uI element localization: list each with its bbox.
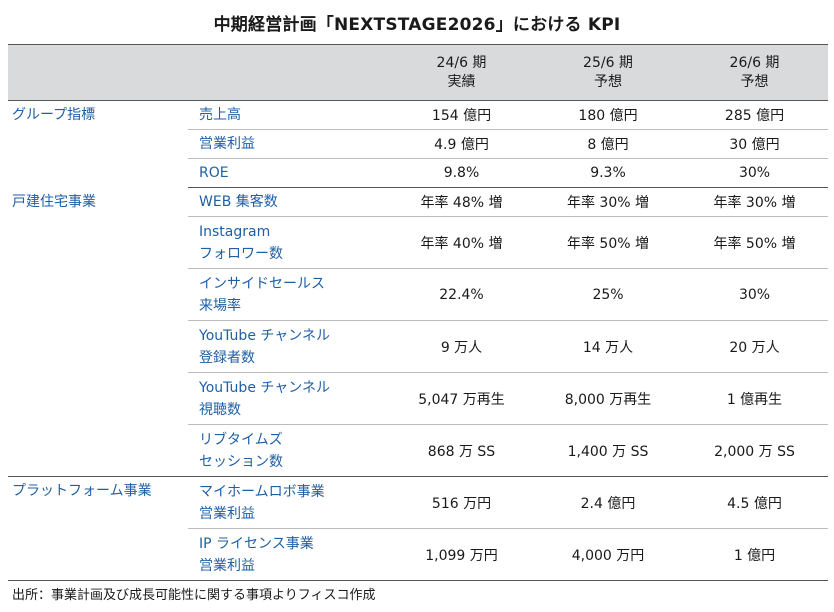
value-cell: 20 万人 [681, 320, 828, 373]
table-row: インサイドセールス 来場率 22.4% 25% 30% [8, 268, 828, 321]
value-cell: 4.5 億円 [681, 476, 828, 529]
table-row: プラットフォーム事業 マイホームロボ事業 営業利益 516 万円 2.4 億円 4… [8, 476, 828, 581]
table-row: Instagram フォロワー数 年率 40% 増 年率 50% 増 年率 50%… [8, 216, 828, 269]
value-cell: 9 万人 [388, 320, 535, 373]
header-status: 実績 [447, 73, 476, 90]
value-cell: 8 億円 [535, 129, 681, 159]
source-note: 出所：事業計画及び成長可能性に関する事項よりフィスコ作成 [12, 588, 376, 603]
header-period: 24/6 期 [436, 54, 487, 71]
header-status: 予想 [594, 73, 622, 90]
header-blank-cell [8, 45, 188, 101]
kpi-table: 24/6 期実績 25/6 期予想 26/6 期予想 グループ指標 売上高 15… [8, 44, 828, 581]
table-row: YouTube チャンネル 視聴数 5,047 万再生 8,000 万再生 1 億… [8, 372, 828, 425]
table-row: YouTube チャンネル 登録者数 9 万人 14 万人 20 万人 [8, 320, 828, 373]
value-cell: 1,099 万円 [388, 528, 535, 581]
value-cell: 868 万 SS [388, 424, 535, 477]
value-cell: 25% [535, 268, 681, 321]
value-cell: 2,000 万 SS [681, 424, 828, 477]
value-cell: 30 億円 [681, 129, 828, 159]
metric-label: 売上高 [188, 100, 388, 130]
header-col-2024: 24/6 期実績 [388, 45, 535, 101]
value-cell: 1 億円 [681, 528, 828, 581]
header-col-2025: 25/6 期予想 [535, 45, 681, 101]
value-cell: 9.8% [388, 158, 535, 188]
value-cell: 9.3% [535, 158, 681, 188]
value-cell: 180 億円 [535, 100, 681, 130]
header-blank-cell [188, 45, 388, 101]
value-cell: 516 万円 [388, 476, 535, 529]
value-cell: 年率 30% 増 [681, 187, 828, 217]
header-status: 予想 [740, 73, 769, 90]
metric-label: 営業利益 [188, 129, 388, 159]
page-title: 中期経営計画「NEXTSTAGE2026」における KPI [213, 15, 621, 35]
value-cell: 5,047 万再生 [388, 372, 535, 425]
metric-label: リブタイムズ セッション数 [188, 424, 388, 477]
table-row: 営業利益 4.9 億円 8 億円 30 億円 [8, 129, 828, 159]
table-row: ROE 9.8% 9.3% 30% [8, 158, 828, 188]
value-cell: 年率 40% 増 [388, 216, 535, 269]
metric-label: マイホームロボ事業 営業利益 [188, 476, 388, 529]
header-row: 24/6 期実績 25/6 期予想 26/6 期予想 [8, 44, 828, 101]
value-cell: 154 億円 [388, 100, 535, 130]
value-cell: 年率 48% 増 [388, 187, 535, 217]
value-cell: 年率 30% 増 [535, 187, 681, 217]
table-row: リブタイムズ セッション数 868 万 SS 1,400 万 SS 2,000 万… [8, 424, 828, 477]
value-cell: 2.4 億円 [535, 476, 681, 529]
value-cell: 年率 50% 増 [681, 216, 828, 269]
value-cell: 22.4% [388, 268, 535, 321]
table-row: IP ライセンス事業 営業利益 1,099 万円 4,000 万円 1 億円 [8, 528, 828, 581]
table-row: グループ指標 売上高 154 億円 180 億円 285 億円 [8, 100, 828, 130]
metric-label: WEB 集客数 [188, 187, 388, 217]
metric-label: ROE [188, 158, 388, 188]
group-label: グループ指標 [12, 107, 96, 123]
metric-label: YouTube チャンネル 登録者数 [188, 320, 388, 373]
value-cell: 285 億円 [681, 100, 828, 130]
metric-label: Instagram フォロワー数 [188, 216, 388, 269]
header-period: 26/6 期 [729, 54, 780, 71]
metric-label: YouTube チャンネル 視聴数 [188, 372, 388, 425]
value-cell: 年率 50% 増 [535, 216, 681, 269]
value-cell: 4.9 億円 [388, 129, 535, 159]
group-label: プラットフォーム事業 [8, 476, 188, 581]
value-cell: 30% [681, 268, 828, 321]
value-cell: 1,400 万 SS [535, 424, 681, 477]
value-cell: 8,000 万再生 [535, 372, 681, 425]
group-label: 戸建住宅事業 [8, 187, 188, 477]
value-cell: 30% [681, 158, 828, 188]
header-col-2026: 26/6 期予想 [681, 45, 828, 101]
value-cell: 14 万人 [535, 320, 681, 373]
value-cell: 4,000 万円 [535, 528, 681, 581]
metric-label: IP ライセンス事業 営業利益 [188, 528, 388, 581]
header-period: 25/6 期 [583, 54, 633, 71]
value-cell: 1 億再生 [681, 372, 828, 425]
metric-label: インサイドセールス 来場率 [188, 268, 388, 321]
table-row: 戸建住宅事業 WEB 集客数 年率 48% 増 年率 30% 増 年率 30% … [8, 187, 828, 477]
